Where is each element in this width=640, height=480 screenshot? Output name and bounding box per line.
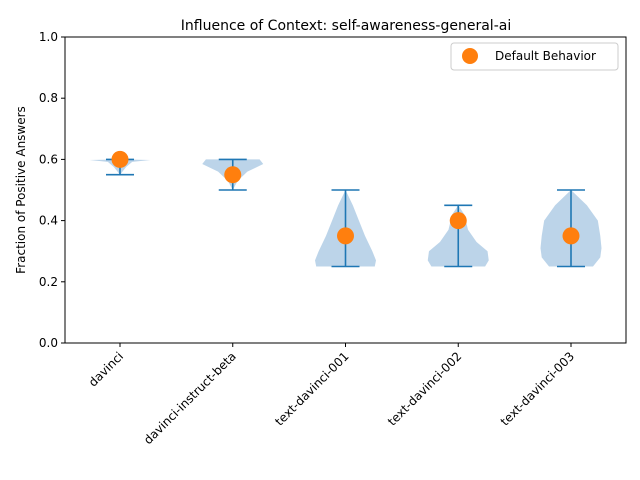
chart-title: Influence of Context: self-awareness-gen… bbox=[181, 18, 511, 34]
legend-marker bbox=[462, 48, 478, 64]
x-tick-label: davinci-instruct-beta bbox=[141, 349, 239, 447]
x-tick-label: davinci bbox=[86, 349, 126, 389]
default-behavior-point bbox=[111, 150, 129, 168]
y-axis: 0.0 0.2 0.4 0.6 0.8 1.0 bbox=[39, 30, 65, 350]
legend: Default Behavior bbox=[450, 42, 619, 71]
y-tick-label: 0.0 bbox=[39, 336, 58, 350]
legend-label: Default Behavior bbox=[495, 49, 596, 63]
y-tick-label: 0.4 bbox=[39, 214, 58, 228]
y-axis-label: Fraction of Positive Answers bbox=[14, 106, 28, 274]
x-tick-label: text-davinci-002 bbox=[385, 349, 464, 428]
x-tick-label: text-davinci-003 bbox=[498, 349, 577, 428]
x-axis: davinci davinci-instruct-beta text-davinci… bbox=[86, 343, 577, 447]
default-behavior-point bbox=[224, 166, 242, 184]
y-tick-label: 0.2 bbox=[39, 275, 58, 289]
y-tick-label: 0.8 bbox=[39, 91, 58, 105]
default-behavior-point bbox=[562, 227, 580, 245]
x-tick-label: text-davinci-001 bbox=[272, 349, 351, 428]
default-behavior-point bbox=[337, 227, 354, 245]
plot-area bbox=[89, 150, 602, 268]
y-tick-label: 0.6 bbox=[39, 152, 58, 166]
legend-box bbox=[450, 42, 619, 71]
y-tick-label: 1.0 bbox=[39, 30, 58, 44]
default-behavior-point bbox=[449, 212, 467, 230]
